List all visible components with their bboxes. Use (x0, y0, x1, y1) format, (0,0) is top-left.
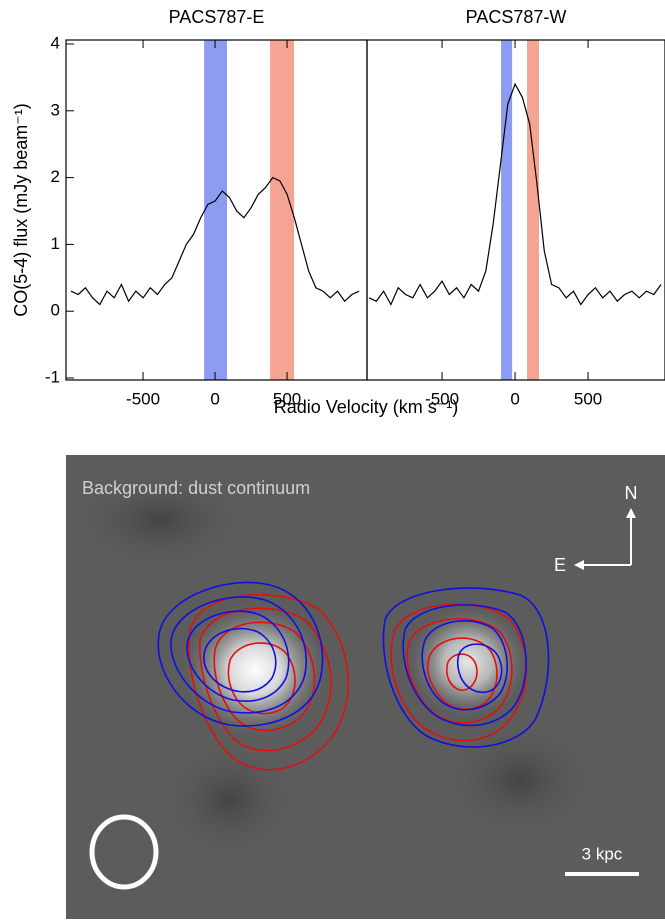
spectrum (368, 82, 662, 306)
contour (186, 610, 290, 702)
contour (198, 607, 332, 752)
velocity-band (204, 40, 228, 380)
noise (70, 470, 250, 570)
panel-title: PACS787-E (169, 7, 265, 27)
panel-title: PACS787-W (466, 7, 567, 27)
x-tick-label: -500 (126, 389, 160, 408)
contour (402, 604, 527, 727)
east-label: E (554, 555, 566, 575)
beam (89, 814, 159, 890)
arrowhead (626, 508, 636, 518)
noise (160, 740, 300, 860)
north-label: N (625, 483, 638, 503)
x-tick-label: 0 (210, 389, 219, 408)
image-panel: 3 kpc Background: dust continuum N E (66, 455, 665, 919)
y-tick-label: -1 (45, 367, 60, 386)
contour (406, 618, 513, 724)
contour (170, 596, 307, 714)
contour (157, 581, 324, 727)
source-west (406, 604, 530, 720)
x-tick-label: 500 (574, 389, 602, 408)
contour (426, 637, 498, 710)
contour (445, 653, 478, 691)
y-tick-label: 2 (51, 167, 60, 186)
y-tick-label: 0 (51, 301, 60, 320)
velocity-band (501, 40, 513, 380)
y-tick-label: 4 (51, 33, 60, 52)
velocity-band (270, 40, 295, 380)
blue-contours (157, 581, 550, 748)
x-tick-label: -500 (425, 389, 459, 408)
contour (421, 620, 508, 711)
contour (456, 643, 503, 694)
red-contours (188, 593, 528, 771)
scale-label: 3 kpc (582, 844, 623, 863)
y-axis-label: CO(5-4) flux (mJy beam⁻¹) (11, 103, 31, 317)
x-tick-label: 0 (510, 389, 519, 408)
contour (213, 621, 316, 732)
plot-frame (366, 39, 665, 381)
image-label: Background: dust continuum (82, 478, 310, 498)
x-tick-label: 500 (273, 389, 301, 408)
contour (188, 593, 349, 771)
velocity-band (527, 40, 539, 380)
contour (382, 587, 550, 748)
y-tick-label: 3 (51, 100, 60, 119)
spectrum (70, 176, 360, 306)
y-tick-label: 1 (51, 234, 60, 253)
x-axis-label: Radio Velocity (km s⁻¹) (274, 397, 459, 417)
contour (203, 627, 277, 693)
arrowhead (574, 560, 584, 570)
noise (440, 720, 600, 840)
contour (227, 642, 296, 715)
